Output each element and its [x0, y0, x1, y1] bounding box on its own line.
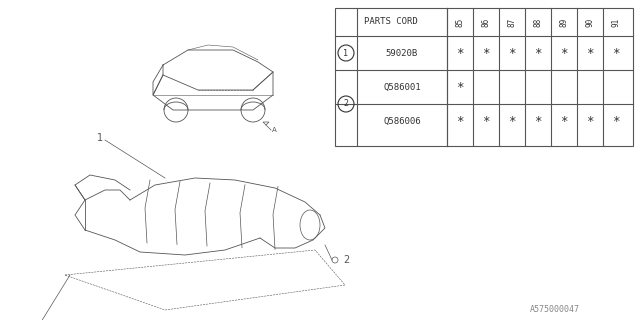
Text: *: * — [586, 46, 594, 60]
Text: *: * — [586, 115, 594, 127]
Text: *: * — [456, 46, 464, 60]
Text: 91: 91 — [611, 17, 621, 27]
Text: Q586001: Q586001 — [383, 83, 421, 92]
Text: *: * — [483, 46, 490, 60]
Text: 86: 86 — [481, 17, 490, 27]
Text: PARTS CORD: PARTS CORD — [364, 18, 418, 27]
Text: *: * — [456, 115, 464, 127]
Text: *: * — [612, 46, 620, 60]
Text: 1: 1 — [97, 133, 103, 143]
Text: A575000047: A575000047 — [530, 306, 580, 315]
Text: *: * — [534, 115, 541, 127]
Text: *: * — [508, 46, 516, 60]
Text: 88: 88 — [534, 17, 543, 27]
Text: 90: 90 — [586, 17, 595, 27]
Text: 89: 89 — [559, 17, 568, 27]
Text: 59020B: 59020B — [386, 49, 418, 58]
Bar — [335, 8, 633, 146]
Text: *: * — [483, 115, 490, 127]
Text: *: * — [612, 115, 620, 127]
Text: 85: 85 — [456, 17, 465, 27]
Text: 2: 2 — [343, 255, 349, 265]
Text: *: * — [534, 46, 541, 60]
Text: *: * — [456, 81, 464, 93]
Text: A: A — [272, 127, 276, 133]
Text: *: * — [560, 46, 568, 60]
Text: 2: 2 — [344, 100, 349, 108]
Text: Q586006: Q586006 — [383, 116, 421, 125]
Text: 1: 1 — [344, 49, 349, 58]
Text: *: * — [508, 115, 516, 127]
Text: 87: 87 — [508, 17, 516, 27]
Text: *: * — [560, 115, 568, 127]
